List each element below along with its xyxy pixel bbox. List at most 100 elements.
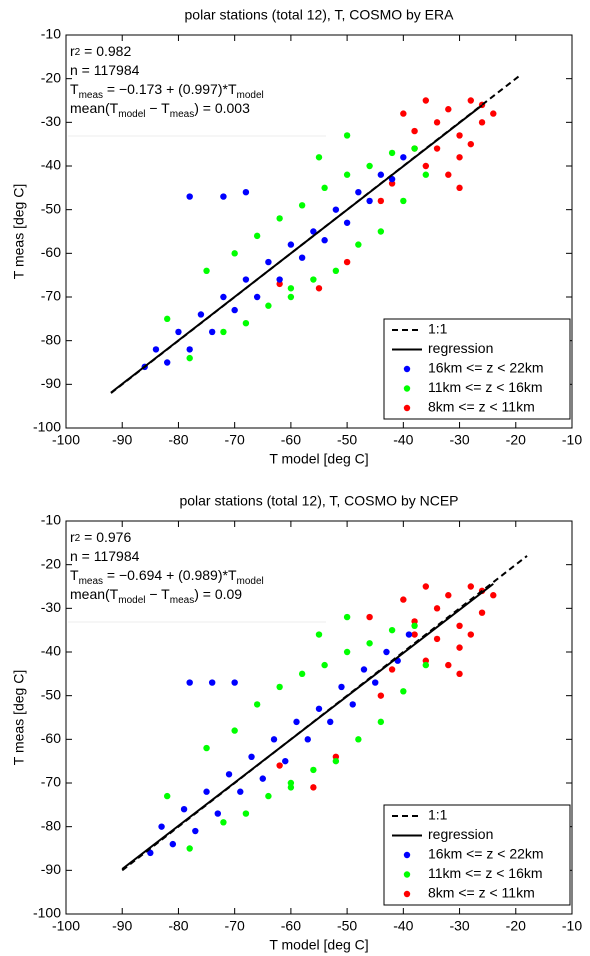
y-tick-label: -10 xyxy=(41,512,61,528)
regression-line xyxy=(121,583,494,870)
scatter-point xyxy=(231,727,238,734)
scatter-point xyxy=(158,823,165,830)
scatter-point xyxy=(265,302,272,309)
scatter-point xyxy=(197,311,205,318)
annotation-part: model xyxy=(237,576,264,587)
scatter-point xyxy=(490,592,497,599)
legend-marker xyxy=(403,385,411,392)
scatter-point xyxy=(343,219,351,226)
scatter-point xyxy=(287,779,295,787)
scatter-point xyxy=(422,97,430,104)
scatter-point xyxy=(400,596,407,603)
scatter-point xyxy=(253,232,261,240)
scatter-point xyxy=(310,276,317,283)
scatter-point xyxy=(147,849,154,857)
scatter-point xyxy=(180,806,188,813)
scatter-point xyxy=(366,197,373,205)
scatter-point xyxy=(186,679,193,686)
scatter-point xyxy=(388,175,396,183)
scatter-point xyxy=(343,132,351,139)
legend-label: 11km <= z < 16km xyxy=(428,865,543,881)
annotation-part: T xyxy=(70,567,79,583)
scatter-point xyxy=(377,197,385,205)
x-tick-label: -90 xyxy=(112,432,132,448)
scatter-point xyxy=(315,631,323,638)
annotation-part: = 0.982 xyxy=(80,43,131,59)
x-tick-label: -20 xyxy=(506,432,526,448)
legend-label: 16km <= z < 22km xyxy=(428,360,544,376)
y-tick-label: -20 xyxy=(41,555,61,571)
scatter-point xyxy=(343,171,351,178)
annotation-part: − T xyxy=(145,100,170,116)
scatter-point xyxy=(315,705,323,712)
scatter-point xyxy=(332,267,340,274)
scatter-point xyxy=(186,193,193,200)
scatter-point xyxy=(377,228,385,235)
scatter-point xyxy=(265,258,272,266)
y-tick-label: -50 xyxy=(41,686,61,702)
scatter-point xyxy=(321,184,328,192)
scatter-point xyxy=(164,792,171,800)
y-tick-label: -40 xyxy=(41,643,61,659)
plot-frame xyxy=(65,34,573,429)
scatter-point xyxy=(400,688,407,695)
scatter-point xyxy=(338,683,345,691)
scatter-point xyxy=(433,145,441,152)
scatter-point xyxy=(237,788,244,795)
scatter-point xyxy=(164,359,171,366)
scatter-point xyxy=(248,753,255,760)
annotation-part: mean(T xyxy=(70,100,119,116)
scatter-point xyxy=(490,110,497,117)
scatter-point xyxy=(293,718,300,726)
annotation-part: model xyxy=(118,109,145,120)
scatter-point xyxy=(231,306,238,314)
scatter-point xyxy=(276,215,283,222)
scatter-point xyxy=(164,315,171,323)
x-tick-label: -30 xyxy=(449,432,469,448)
x-tick-label: -10 xyxy=(562,918,582,934)
chart-title: polar stations (total 12), T, COSMO by N… xyxy=(179,493,458,509)
y-tick-label: -80 xyxy=(41,817,61,833)
annotation-part: T xyxy=(70,81,79,97)
x-tick-label: -10 xyxy=(562,432,582,448)
scatter-point xyxy=(456,644,463,651)
scatter-point xyxy=(169,840,177,848)
scatter-point xyxy=(388,666,396,673)
legend-label: 11km <= z < 16km xyxy=(428,379,543,395)
scatter-point xyxy=(445,592,452,599)
annotation-part: mean(T xyxy=(70,586,119,602)
legend-label: 8km <= z < 11km xyxy=(428,885,535,901)
annotation: Tmeas = −0.694 + (0.989)*Tmodel xyxy=(70,567,264,587)
scatter-point xyxy=(366,640,373,647)
scatter-point xyxy=(203,744,210,752)
scatter-point xyxy=(366,162,373,170)
scatter-point xyxy=(478,609,486,616)
annotation-part: = −0.173 + (0.997)*T xyxy=(103,81,237,97)
y-tick-label: -80 xyxy=(41,331,61,347)
y-tick-label: -90 xyxy=(41,375,61,391)
scatter-point xyxy=(411,145,418,152)
scatter-point xyxy=(220,328,227,336)
annotation: Tmeas = −0.173 + (0.997)*Tmodel xyxy=(70,81,264,101)
annotation-part: n = 117984 xyxy=(70,62,140,78)
scatter-point xyxy=(411,622,418,629)
scatter-point xyxy=(433,119,441,126)
x-axis-label: T model [deg C] xyxy=(269,937,368,953)
scatter-point xyxy=(220,293,227,301)
scatter-point xyxy=(208,328,216,336)
y-tick-label: -60 xyxy=(41,244,61,260)
scatter-point xyxy=(253,701,261,708)
scatter-point xyxy=(405,631,413,638)
regression-line xyxy=(110,104,483,394)
legend-label: 16km <= z < 22km xyxy=(428,846,544,862)
annotation: mean(Tmodel − Tmeas) = 0.003 xyxy=(70,100,250,120)
annotation: r2 = 0.982 xyxy=(70,43,131,59)
scatter-point xyxy=(377,718,385,726)
scatter-point xyxy=(310,784,317,791)
scatter-point xyxy=(231,250,238,257)
annotation: n = 117984 xyxy=(70,548,140,564)
legend-label: regression xyxy=(428,340,493,356)
scatter-point xyxy=(327,718,334,726)
annotation-part: n = 117984 xyxy=(70,548,140,564)
